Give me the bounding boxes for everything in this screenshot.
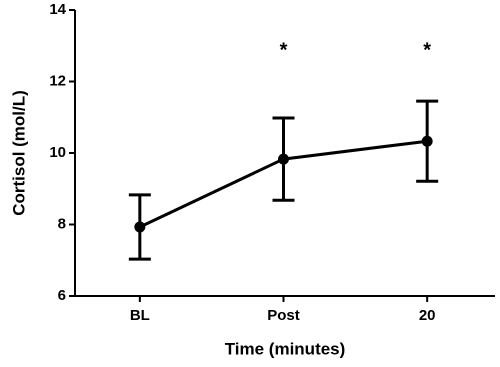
y-tick-label: 14 [49, 1, 66, 18]
marker [278, 153, 289, 165]
x-tick-label: BL [130, 307, 150, 324]
x-axis-title: Time (minutes) [225, 339, 346, 358]
x-tick-label: 20 [419, 307, 436, 324]
y-tick-label: 6 [58, 287, 66, 304]
annotation: * [280, 39, 288, 61]
marker [134, 221, 146, 233]
y-tick-label: 12 [49, 72, 66, 89]
x-tick-label: Post [267, 307, 300, 324]
y-tick-label: 8 [58, 215, 66, 232]
y-axis-title: Cortisol (mol/L) [9, 90, 28, 216]
y-tick-label: 10 [49, 144, 66, 161]
marker [421, 135, 433, 147]
annotation: * [423, 39, 431, 61]
